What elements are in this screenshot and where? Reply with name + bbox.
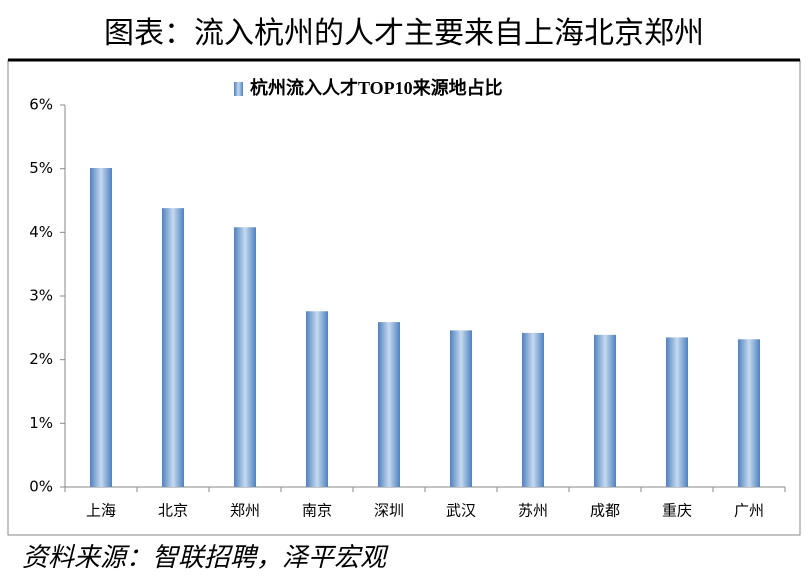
x-tick-label: 成都: [590, 502, 620, 520]
bar: [522, 332, 544, 487]
x-tick-label: 武汉: [446, 502, 476, 520]
x-tick-label: 广州: [734, 502, 764, 520]
y-tick-label: 1%: [29, 414, 53, 432]
x-tick-label: 郑州: [230, 502, 260, 520]
bar: [306, 311, 328, 487]
y-tick-label: 2%: [29, 350, 53, 368]
legend-label: 杭州流入人才TOP10来源地占比: [250, 77, 503, 98]
y-tick-label: 4%: [29, 223, 53, 241]
legend-swatch: [234, 82, 243, 96]
x-tick-label: 深圳: [374, 502, 404, 520]
y-tick-label: 5%: [29, 159, 53, 177]
y-tick-label: 6%: [29, 96, 53, 114]
y-tick-label: 0%: [29, 478, 53, 496]
y-tick-label: 3%: [29, 287, 53, 305]
bar: [666, 337, 688, 487]
x-tick-label: 南京: [302, 502, 332, 520]
bar: [90, 168, 112, 487]
source-note: 资料来源：智联招聘，泽平宏观: [22, 543, 389, 572]
bar: [738, 339, 760, 487]
x-tick-label: 重庆: [662, 502, 692, 520]
x-tick-label: 上海: [86, 502, 116, 520]
bar: [234, 227, 256, 488]
bar: [378, 322, 400, 487]
x-tick-label: 苏州: [518, 502, 548, 520]
bar: [594, 334, 616, 487]
x-tick-label: 北京: [158, 502, 188, 520]
chart-title: 图表：流入杭州的人才主要来自上海北京郑州: [104, 17, 704, 50]
bar: [162, 208, 184, 487]
bar: [450, 330, 472, 487]
